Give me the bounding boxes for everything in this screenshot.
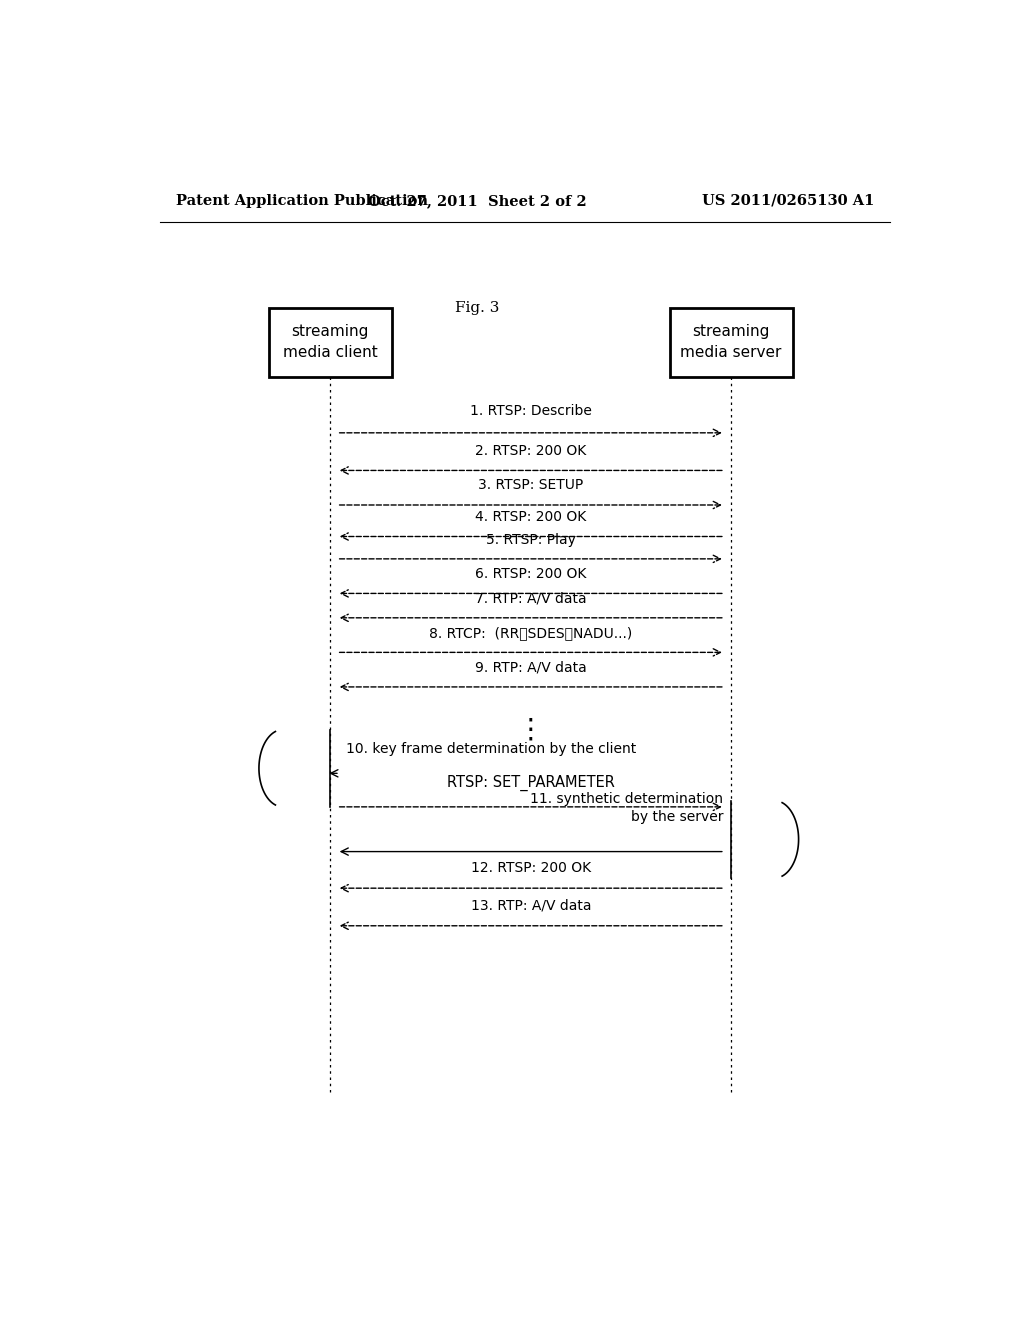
Text: streaming
media client: streaming media client [283, 325, 378, 360]
Text: 8. RTCP:  (RR、SDES、NADU...): 8. RTCP: (RR、SDES、NADU...) [429, 626, 633, 640]
Text: 6. RTSP: 200 OK: 6. RTSP: 200 OK [475, 568, 587, 581]
Text: 3. RTSP: SETUP: 3. RTSP: SETUP [478, 478, 584, 492]
Text: 13. RTP: A/V data: 13. RTP: A/V data [470, 899, 591, 912]
Text: 7. RTP: A/V data: 7. RTP: A/V data [475, 591, 587, 606]
FancyBboxPatch shape [269, 308, 392, 378]
Text: streaming
media server: streaming media server [681, 325, 781, 360]
Text: RTSP: SET_PARAMETER: RTSP: SET_PARAMETER [446, 775, 614, 791]
Text: 12. RTSP: 200 OK: 12. RTSP: 200 OK [471, 861, 591, 875]
Text: US 2011/0265130 A1: US 2011/0265130 A1 [701, 194, 873, 209]
Text: 5. RTSP: Play: 5. RTSP: Play [485, 533, 575, 546]
Text: Oct. 27, 2011  Sheet 2 of 2: Oct. 27, 2011 Sheet 2 of 2 [368, 194, 587, 209]
Text: 1. RTSP: Describe: 1. RTSP: Describe [470, 404, 592, 417]
Text: ⋮: ⋮ [517, 715, 545, 743]
Text: 10. key frame determination by the client: 10. key frame determination by the clien… [346, 742, 637, 756]
Text: Patent Application Publication: Patent Application Publication [176, 194, 428, 209]
Text: 4. RTSP: 200 OK: 4. RTSP: 200 OK [475, 511, 587, 524]
Text: Fig. 3: Fig. 3 [455, 301, 500, 314]
Text: 11. synthetic determination
by the server: 11. synthetic determination by the serve… [530, 792, 723, 824]
FancyBboxPatch shape [670, 308, 793, 378]
Text: 2. RTSP: 200 OK: 2. RTSP: 200 OK [475, 445, 587, 458]
Text: 9. RTP: A/V data: 9. RTP: A/V data [475, 661, 587, 675]
